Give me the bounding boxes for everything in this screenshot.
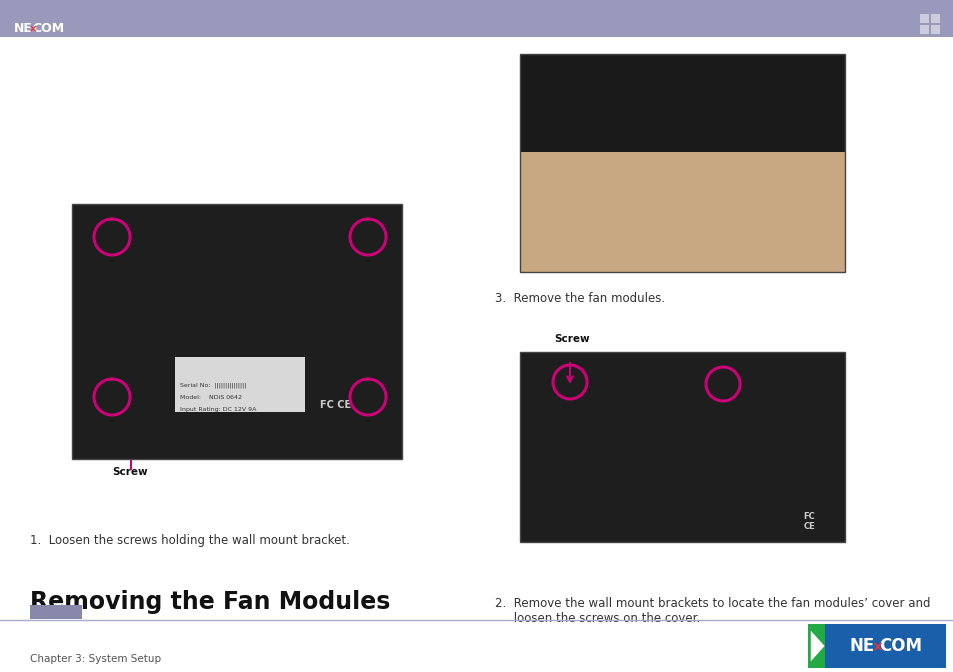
Text: FC
CE: FC CE: [802, 512, 814, 532]
Bar: [519, 152, 844, 272]
Text: FC CE: FC CE: [319, 400, 351, 410]
Bar: [919, 14, 928, 23]
Bar: [930, 14, 939, 23]
Text: Model:    NDiS 0642: Model: NDiS 0642: [180, 395, 242, 400]
Text: 42: 42: [469, 3, 484, 13]
Bar: [930, 25, 939, 34]
Text: NE: NE: [14, 22, 32, 34]
Bar: [71, 204, 401, 459]
Text: Serial No:  |||||||||||||||: Serial No: |||||||||||||||: [180, 383, 246, 388]
Bar: [0, 0, 953, 37]
Text: ×: ×: [29, 24, 38, 34]
Text: NE: NE: [849, 637, 874, 655]
Text: 1.  Loosen the screws holding the wall mount bracket.: 1. Loosen the screws holding the wall mo…: [30, 534, 350, 547]
Bar: [174, 357, 305, 412]
Bar: [519, 54, 844, 272]
Bar: [919, 25, 928, 34]
Text: COM: COM: [32, 22, 64, 34]
Text: Removing the Fan Modules: Removing the Fan Modules: [30, 590, 390, 614]
Text: Chapter 3: System Setup: Chapter 3: System Setup: [30, 654, 161, 664]
Text: Screw: Screw: [112, 467, 148, 477]
Bar: [519, 352, 844, 542]
Text: ×: ×: [870, 640, 882, 654]
Text: COM: COM: [878, 637, 921, 655]
Text: 2.  Remove the wall mount brackets to locate the fan modules’ cover and
     loo: 2. Remove the wall mount brackets to loc…: [495, 597, 929, 625]
Bar: [807, 624, 823, 668]
Polygon shape: [810, 630, 823, 661]
Text: Input Rating: DC 12V 9A: Input Rating: DC 12V 9A: [180, 407, 256, 412]
Text: Screw: Screw: [554, 334, 589, 344]
Text: 3.  Remove the fan modules.: 3. Remove the fan modules.: [495, 292, 664, 305]
Bar: [30, 605, 82, 619]
Bar: [519, 54, 844, 152]
Text: NDiS 165 User Manual: NDiS 165 User Manual: [814, 3, 923, 13]
Text: Copyright © 2013 NEXCOM International Co., Ltd. All Rights Reserved.: Copyright © 2013 NEXCOM International Co…: [30, 3, 374, 13]
Bar: [807, 624, 945, 668]
